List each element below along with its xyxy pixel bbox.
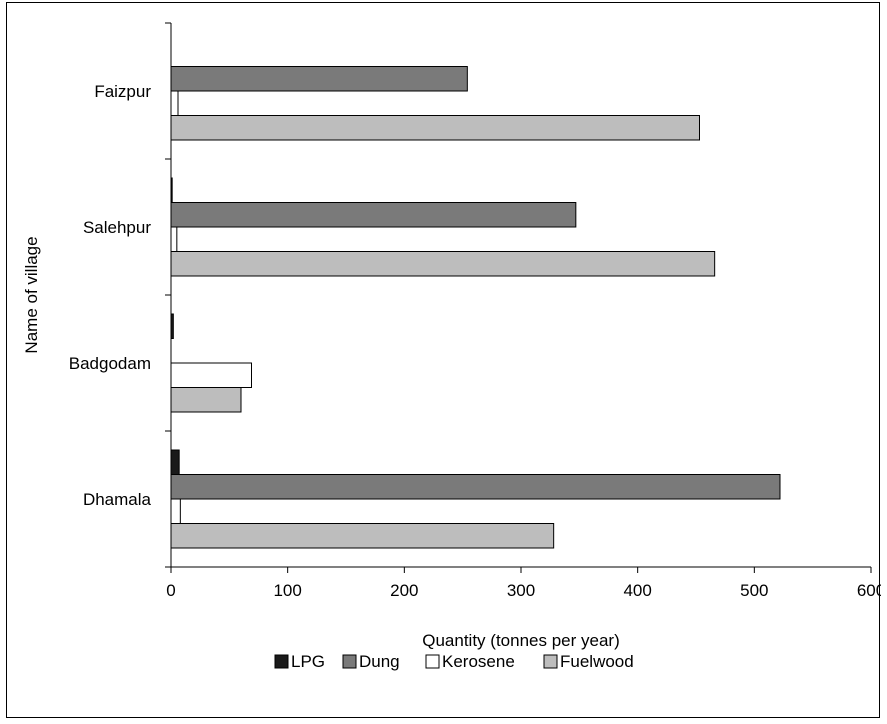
bar-dung-dhamala [170, 474, 781, 500]
y-axis-title: Name of village [22, 236, 41, 353]
y-ticks-group [165, 22, 171, 568]
legend-label-lpg: LPG [291, 652, 325, 671]
category-label-salehpur: Salehpur [83, 218, 151, 237]
x-tick-label: 0 [166, 581, 175, 600]
bar-kerosene-faizpur [170, 90, 179, 116]
legend-swatch-dung [342, 654, 357, 669]
x-tick-label: 300 [507, 581, 535, 600]
chart-frame: 0 100 200 300 400 500 600 Faizpur Salehpur Badgo… [6, 2, 881, 718]
bar-kerosene-badgodam [170, 362, 252, 388]
x-tick-label: 600 [857, 581, 881, 600]
legend-swatch-kerosene [425, 654, 440, 669]
legend-swatch-lpg [274, 654, 289, 669]
bar-dung-salehpur [170, 202, 577, 228]
legend-label-dung: Dung [359, 652, 400, 671]
category-label-faizpur: Faizpur [94, 82, 151, 101]
legend: LPG Dung Kerosene Fuelwood [274, 652, 634, 671]
bar-fuelwood-salehpur [170, 251, 716, 277]
bar-dung-faizpur [170, 66, 468, 92]
x-axis-title: Quantity (tonnes per year) [422, 631, 619, 650]
x-tick-label: 200 [390, 581, 418, 600]
x-ticks-group: 0 100 200 300 400 500 600 [166, 567, 881, 600]
bar-chart: 0 100 200 300 400 500 600 Faizpur Salehpur Badgo… [22, 22, 881, 671]
bars-group [170, 66, 781, 549]
x-tick-label: 100 [273, 581, 301, 600]
bar-fuelwood-faizpur [170, 115, 700, 141]
legend-label-kerosene: Kerosene [442, 652, 515, 671]
category-label-dhamala: Dhamala [83, 490, 152, 509]
bar-kerosene-dhamala [170, 498, 181, 524]
bar-fuelwood-badgodam [170, 387, 242, 413]
category-label-badgodam: Badgodam [69, 354, 151, 373]
category-labels-group: Faizpur Salehpur Badgodam Dhamala [69, 82, 152, 509]
x-tick-label: 400 [623, 581, 651, 600]
legend-swatch-fuelwood [543, 654, 558, 669]
bar-kerosene-salehpur [170, 226, 178, 252]
legend-label-fuelwood: Fuelwood [560, 652, 634, 671]
x-tick-label: 500 [740, 581, 768, 600]
bar-fuelwood-dhamala [170, 523, 555, 549]
bar-lpg-dhamala [170, 449, 180, 475]
